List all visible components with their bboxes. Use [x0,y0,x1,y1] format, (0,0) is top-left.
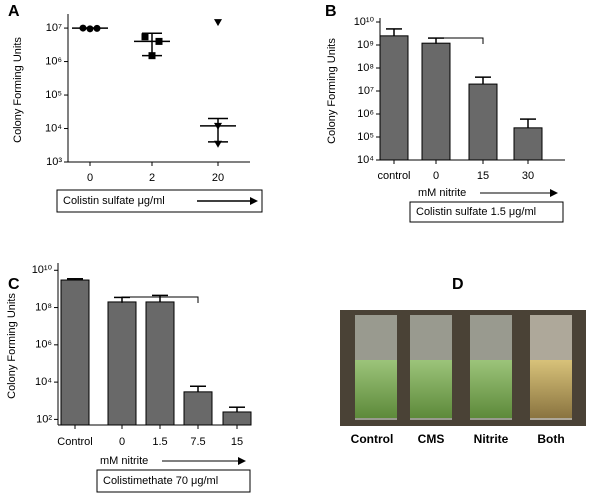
x-tick-label: 0 [87,172,93,184]
y-tick-label: 10⁹ [357,39,374,51]
x-axis-label: Colistin sulfate 1.5 μg/ml [416,206,536,218]
y-tick-label: 10⁵ [357,131,374,143]
y-tick-label: 10⁷ [46,22,62,34]
point [214,122,222,130]
photo-label: Control [351,432,394,446]
xlabel-box [56,189,263,213]
bar [222,411,252,426]
tube-liquid [470,360,512,418]
y-tick-label: 10⁶ [45,55,62,67]
photo-label: CMS [418,432,445,446]
x-tick-label: 0 [119,436,125,448]
y-axis-label: Colony Forming Units [12,37,24,143]
bar [468,83,498,161]
arrow-head [250,197,258,205]
point [141,33,149,41]
bar [145,301,175,426]
bracket [435,37,484,44]
x-tick-label: 20 [212,172,224,184]
panel-letter: C [8,276,20,293]
x-tick-label: 0 [433,170,439,182]
y-axis-label: Colony Forming Units [326,38,338,144]
tube-liquid [355,360,397,418]
arrow-head [550,189,558,197]
x-tick-label: 1.5 [152,436,167,448]
photo [340,310,586,426]
y-axis-label: Colony Forming Units [6,293,18,399]
panel-letter: D [452,276,464,293]
bar [513,127,543,161]
x-tick-label: 30 [522,170,534,182]
point [214,19,222,27]
y-tick-label: 10³ [46,156,62,168]
point [79,24,87,32]
y-tick-label: 10⁴ [357,154,374,166]
tube-liquid [530,360,572,418]
annotation: mM nitrite [418,187,466,199]
y-tick-label: 10⁷ [358,85,374,97]
y-tick-label: 10⁵ [45,89,62,101]
y-tick-label: 10¹⁰ [354,16,375,28]
point [148,52,156,60]
x-tick-label: control [377,170,410,182]
tube-liquid [410,360,452,418]
x-tick-label: 7.5 [190,436,205,448]
y-tick-label: 10² [36,413,52,425]
xlabel-box [409,201,564,223]
y-tick-label: 10⁴ [45,122,62,134]
bar [107,301,137,426]
bar [421,42,451,161]
arrow-head [238,457,246,465]
point [155,37,163,45]
panel-letter: B [325,3,337,20]
bar [183,391,213,426]
x-tick-label: 2 [149,172,155,184]
point [93,24,101,32]
point [86,25,94,33]
photo-label: Both [537,432,564,446]
y-tick-label: 10¹⁰ [32,264,53,276]
y-tick-label: 10⁸ [357,62,374,74]
xlabel-box [96,469,251,493]
x-tick-label: 15 [477,170,489,182]
panel-letter: A [8,3,20,20]
y-tick-label: 10⁴ [35,376,52,388]
bar [379,35,409,161]
bar [60,279,90,426]
x-tick-label: Control [57,436,92,448]
y-tick-label: 10⁶ [35,339,52,351]
x-axis-label: Colistimethate 70 μg/ml [103,475,218,487]
y-tick-label: 10⁶ [357,108,374,120]
photo-label: Nitrite [474,432,509,446]
annotation: mM nitrite [100,455,148,467]
x-axis-label: Colistin sulfate μg/ml [63,195,165,207]
bracket [121,296,199,303]
y-tick-label: 10⁸ [35,301,52,313]
x-tick-label: 15 [231,436,243,448]
point [214,140,222,148]
